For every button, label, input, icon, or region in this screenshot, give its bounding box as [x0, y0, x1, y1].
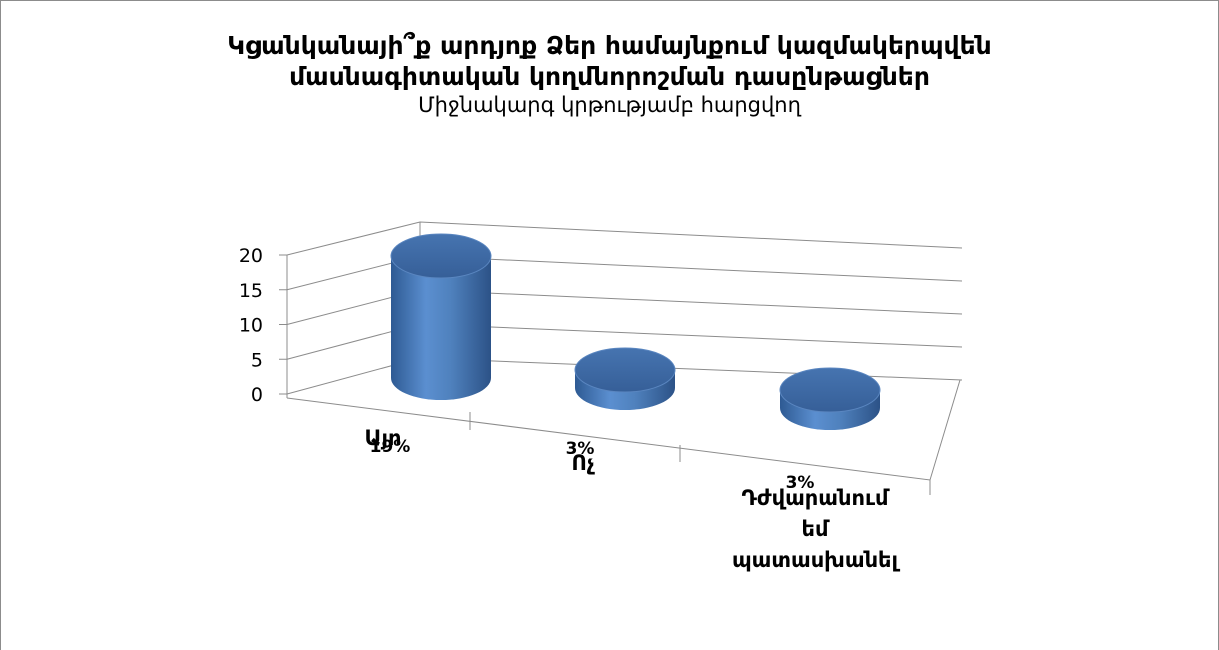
y-axis-ticks: 0 5 10 15 20	[239, 245, 263, 406]
category-label: Այո	[364, 426, 401, 450]
bar-body	[391, 256, 491, 400]
bar-3	[779, 367, 881, 430]
category-label-line: Ոչ	[571, 451, 594, 475]
category-label-line: եմ	[802, 517, 830, 541]
category-labels: Այո Ոչ Դժվարանում եմ պատասխանել	[364, 426, 900, 572]
chart-title-line-2: մասնագիտական կողմնորոշման դասընթացներ	[289, 62, 930, 91]
chart-subtitle: Միջնակարգ կրթությամբ հարցվող	[418, 93, 801, 117]
category-label: Ոչ	[571, 451, 594, 475]
bar-1	[390, 233, 492, 400]
bar-top	[574, 347, 676, 393]
data-label: 3%	[566, 439, 595, 459]
y-tick-label: 0	[251, 384, 263, 406]
y-tick-label: 5	[251, 349, 263, 371]
data-label: 19%	[370, 437, 411, 457]
gridline	[286, 289, 963, 325]
category-label: Դժվարանում եմ պատասխանել	[732, 486, 901, 572]
bar-2	[574, 347, 676, 410]
data-label: 3%	[786, 473, 815, 493]
category-label-line: պատասխանել	[732, 548, 901, 572]
gridline	[286, 255, 963, 291]
y-tick-label: 20	[239, 245, 263, 267]
chart-title: Կցանկանայի՞ք արդյոք Ձեր համայնքում կազմա…	[0, 30, 1219, 92]
gridline	[286, 221, 963, 256]
bar-top	[390, 233, 492, 279]
y-tick-label: 15	[239, 280, 263, 302]
category-label-line: Այո	[364, 426, 401, 450]
bar-top	[779, 367, 881, 413]
y-tick-label: 10	[239, 315, 263, 337]
chart-title-line-1: Կցանկանայի՞ք արդյոք Ձեր համայնքում կազմա…	[227, 31, 992, 60]
data-labels: 19% 3% 3%	[370, 437, 815, 493]
bars	[390, 233, 881, 430]
category-label-line: Դժվարանում	[741, 486, 890, 510]
